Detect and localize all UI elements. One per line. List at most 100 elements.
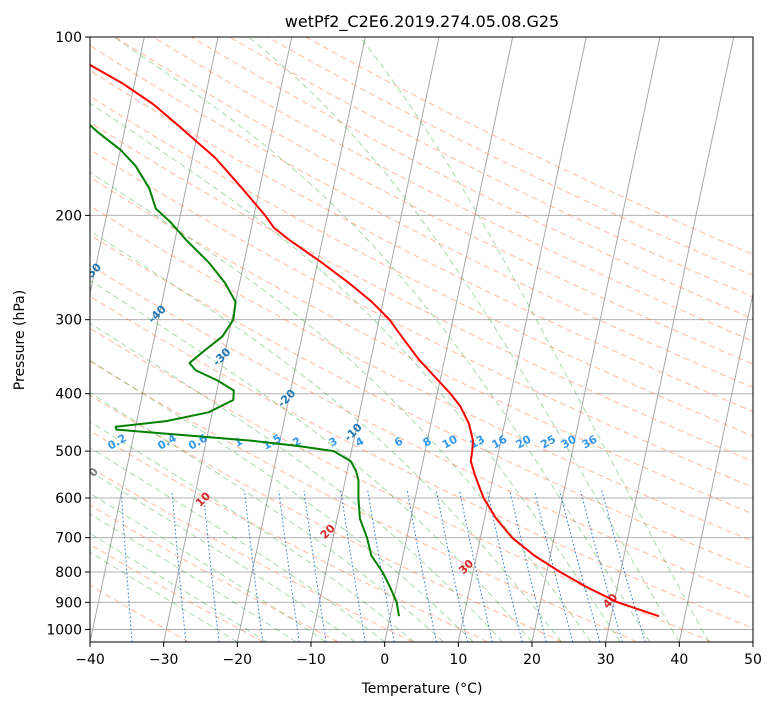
pressure-grid xyxy=(90,37,753,630)
dry-adiabat xyxy=(90,205,753,542)
dry-adiabat xyxy=(90,394,563,642)
dry-adiabat xyxy=(191,37,753,320)
y-tick-label: 100 xyxy=(55,30,82,46)
x-tick-label: 20 xyxy=(523,652,541,668)
isotherm-line xyxy=(678,291,753,642)
dry-adiabat-label: 40 xyxy=(600,591,620,611)
mixing-ratio-label: 4 xyxy=(353,434,366,449)
y-tick-label: 800 xyxy=(55,565,82,581)
x-tick-label: −20 xyxy=(223,652,253,668)
y-tick-label: 600 xyxy=(55,491,82,507)
dry-adiabat xyxy=(90,44,753,389)
mixing-ratio-line xyxy=(202,490,220,642)
x-tick-label: 50 xyxy=(744,652,762,668)
x-tick-label: −10 xyxy=(296,652,326,668)
dry-adiabat-label: 20 xyxy=(318,521,338,541)
moist-adiabat xyxy=(248,37,680,642)
mixing-ratio-label: 10 xyxy=(440,432,460,451)
x-tick-label: 30 xyxy=(597,652,615,668)
mixing-ratio-label: 6 xyxy=(392,434,405,449)
sounding-profiles xyxy=(90,63,660,618)
dry-adiabat xyxy=(90,234,753,570)
moist-adiabat xyxy=(90,102,621,642)
x-tick-label: −30 xyxy=(149,652,179,668)
mixing-ratio-lines xyxy=(120,490,646,642)
moist-adiabat xyxy=(90,359,474,642)
moist-adiabat xyxy=(90,492,326,642)
dry-adiabat-label: 10 xyxy=(193,489,213,509)
y-tick-label: 300 xyxy=(55,313,82,329)
moist-adiabat xyxy=(90,392,444,642)
temperature-line xyxy=(90,63,660,618)
x-tick-label: −40 xyxy=(75,652,105,668)
dry-adiabat-label: 0 xyxy=(86,465,101,480)
chart-title: wetPf2_C2E6.2019.274.05.08.G25 xyxy=(285,12,559,32)
moist-adiabat xyxy=(90,532,268,642)
dry-adiabat-lines xyxy=(90,37,753,642)
moist-adiabat-lines xyxy=(90,37,710,642)
moist-adiabat xyxy=(90,230,562,642)
isotherm-line xyxy=(236,37,366,642)
mixing-ratio-label: 20 xyxy=(514,432,534,451)
isotherm-line xyxy=(752,639,753,642)
y-axis: 100 200 300 400 500 600 700 800 900 1000 xyxy=(46,30,90,638)
isotherm-line xyxy=(163,37,293,642)
dewpoint-line xyxy=(90,123,400,617)
moist-adiabat xyxy=(90,171,592,642)
mixing-ratio-line xyxy=(244,490,264,642)
y-tick-label: 500 xyxy=(55,444,82,460)
mixing-ratio-line xyxy=(278,490,300,642)
moist-adiabat xyxy=(90,470,356,642)
mixing-ratio-label: 13 xyxy=(467,433,487,452)
line-labels: -100-90-80-70-60-50-40-30-20-100.10.20.4… xyxy=(17,215,621,611)
dry-adiabat xyxy=(90,327,712,642)
moist-adiabat xyxy=(90,421,415,642)
isotherm-label: -60 xyxy=(17,215,40,238)
isotherm-label: -30 xyxy=(210,345,233,368)
mixing-ratio-label: 1 xyxy=(232,435,245,450)
isotherm-line xyxy=(0,37,71,642)
dry-adiabat xyxy=(90,148,753,488)
mixing-ratio-label: 16 xyxy=(489,432,509,451)
dry-adiabat xyxy=(90,360,638,642)
y-tick-label: 200 xyxy=(55,208,82,224)
y-tick-label: 900 xyxy=(55,595,82,611)
mixing-ratio-line xyxy=(559,490,601,642)
isotherm-label: -40 xyxy=(146,302,169,325)
moist-adiabat xyxy=(90,322,503,642)
y-axis-label: Pressure (hPa) xyxy=(12,290,28,390)
isotherm-line xyxy=(90,37,219,642)
mixing-ratio-line xyxy=(367,490,395,642)
y-tick-label: 700 xyxy=(55,531,82,547)
dry-adiabat xyxy=(90,504,339,642)
dry-adiabat xyxy=(114,37,753,365)
moist-adiabat xyxy=(90,551,238,642)
mixing-ratio-line xyxy=(340,490,366,642)
moist-adiabat xyxy=(359,37,710,642)
dry-adiabat xyxy=(90,121,753,463)
mixing-ratio-line xyxy=(509,490,547,642)
x-tick-label: 10 xyxy=(449,652,467,668)
isotherm-line xyxy=(90,37,145,297)
dry-adiabat xyxy=(90,264,753,600)
x-axis-label: Temperature (°C) xyxy=(361,681,483,697)
mixing-ratio-label: 25 xyxy=(538,433,558,452)
dry-adiabat xyxy=(90,176,753,515)
y-tick-label: 1000 xyxy=(46,622,82,638)
mixing-ratio-line xyxy=(406,490,437,642)
x-tick-label: 0 xyxy=(380,652,389,668)
mixing-ratio-line xyxy=(459,490,493,642)
mixing-ratio-label: 8 xyxy=(421,435,434,450)
dry-adiabat xyxy=(90,69,753,413)
dry-adiabat xyxy=(152,37,753,342)
mixing-ratio-line xyxy=(534,490,574,642)
dry-adiabat xyxy=(90,95,753,437)
moist-adiabat xyxy=(90,279,533,642)
plot-frame xyxy=(89,36,754,643)
dry-adiabat xyxy=(90,295,753,629)
isotherm-line xyxy=(531,37,661,642)
mixing-ratio-label: 36 xyxy=(580,432,600,451)
mixing-ratio-line xyxy=(303,490,327,642)
isotherm-line xyxy=(457,37,587,642)
